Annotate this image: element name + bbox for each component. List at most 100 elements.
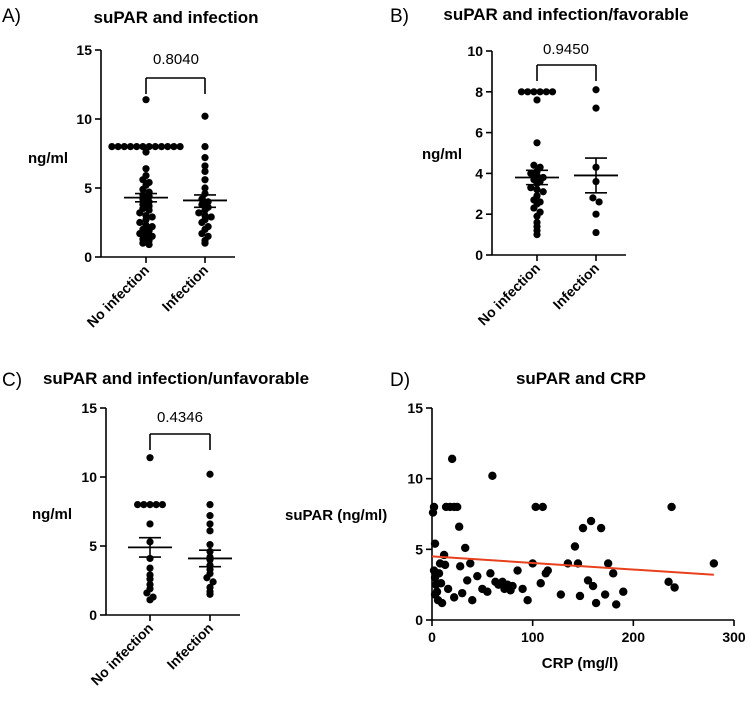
panel-a-data-point [142, 216, 150, 224]
panel-d-data-point [429, 502, 439, 512]
panel-c-pvalue: 0.4346 [157, 409, 203, 426]
panel-a-data-point [170, 143, 178, 151]
panel-d-x-tick-label: 300 [722, 629, 746, 645]
panel-a-data-point [201, 162, 209, 170]
panel-c-category-label: Infection [164, 620, 217, 673]
panel-b-y-tick-label: 6 [475, 125, 483, 141]
panel-a-data-point [133, 143, 141, 151]
panel-d-data-point [556, 590, 566, 599]
panel-a-data-point [201, 239, 209, 247]
panel-c-data-point [146, 501, 154, 509]
panel-c-data-point [206, 470, 214, 478]
panel-d-data-point [586, 516, 596, 526]
panel-d-data-point [430, 539, 440, 548]
panel-b-y-tick-label: 0 [475, 247, 483, 263]
panel-b-category-label: No infection [475, 260, 544, 329]
panel-b-y-tick-label: 4 [475, 165, 483, 181]
panel-c-data-point [146, 520, 154, 528]
panel-d-data-point [531, 502, 540, 512]
panel-d-data-point [430, 590, 440, 599]
panel-d-data-point [483, 587, 492, 596]
panel-a-data-point [139, 176, 147, 184]
panel-d-data-point [436, 579, 446, 588]
panel-d-data-point [440, 560, 450, 570]
panel-d-data-point [468, 596, 477, 605]
panel-a-data-point [139, 239, 147, 247]
panel-b-category-label: Infection [550, 260, 603, 313]
panel-a-letter: A) [2, 6, 21, 27]
panel-a-data-point [176, 143, 184, 151]
panel-a-data-point [145, 240, 153, 249]
panel-d-data-point [609, 569, 618, 578]
panel-a-data-point [198, 218, 206, 227]
panel-c-data-point [209, 578, 217, 586]
panel-d-data-point [437, 598, 447, 608]
panel-a-data-point [164, 143, 172, 151]
panel-c-data-point [206, 527, 214, 535]
panel-b-data-point [533, 212, 541, 220]
panel-d-data-point [612, 600, 621, 609]
panel-c-data-point [146, 454, 154, 462]
panel-c-y-tick-label: 10 [81, 469, 97, 485]
panel-d-data-point [588, 581, 598, 591]
panel-a-data-point [136, 209, 144, 217]
panel-b-data-point [592, 104, 600, 112]
panel-d-data-point [709, 559, 719, 568]
panel-d-data-point [434, 569, 444, 578]
panel-a-data-point [139, 185, 147, 193]
panel-c-data-point [206, 520, 214, 528]
panel-b-data-point [592, 210, 600, 218]
panel-a-data-point [142, 148, 150, 156]
panel-d-data-point [461, 543, 470, 553]
panel-b-data-point [595, 198, 603, 206]
panel-d-data-point [670, 583, 679, 592]
panel-b-title: suPAR and infection/favorable [443, 5, 688, 24]
panel-b-data-point [536, 88, 544, 96]
panel-b-data-point [527, 184, 535, 192]
panel-b-y-tick-label: 2 [475, 206, 483, 222]
panel-d-ylabel: suPAR (ng/ml) [285, 507, 387, 524]
panel-b-y-tick-label: 10 [467, 43, 483, 59]
panel-a-data-point [120, 143, 128, 151]
panel-d-y-tick-label: 5 [415, 541, 423, 557]
panel-a-y-tick-label: 10 [76, 111, 92, 127]
panel-d-x-tick-label: 0 [428, 629, 436, 645]
panel-a-ylabel: ng/ml [28, 150, 68, 167]
panel-a-data-point [126, 143, 135, 151]
panel-b-pvalue: 0.9450 [543, 41, 589, 58]
panel-c-data-point [152, 501, 160, 509]
panel-a-y-tick-label: 0 [84, 249, 92, 265]
panel-a: A) suPAR and infection ng/ml 0.8040 0 5 10… [2, 6, 258, 330]
panel-c-ylabel: ng/ml [32, 506, 72, 523]
panel-d-data-point [466, 559, 475, 568]
panel-c-data-point [140, 501, 148, 509]
panel-d-data-point [603, 559, 613, 568]
panel-c-data-point [206, 541, 214, 549]
panel-d-x-tick-label: 200 [622, 629, 646, 645]
panel-d-data-point [473, 571, 482, 581]
panel-d-data-point [508, 581, 517, 591]
panel-d-xlabel: CRP (mg/l) [542, 655, 618, 672]
panel-b-data-point [542, 88, 550, 96]
panel-c-data-point [146, 596, 154, 604]
panel-b-data-point [527, 169, 535, 177]
panel-d-title: suPAR and CRP [516, 369, 646, 388]
panel-a-data-point [198, 200, 206, 209]
panel-d-data-point [619, 587, 628, 596]
panel-d-y-tick-label: 0 [415, 612, 423, 628]
panel-b-data-point [533, 96, 541, 104]
panel-a-title: suPAR and infection [94, 8, 259, 27]
panel-d-data-point [538, 502, 547, 512]
panel-d-data-point [664, 577, 673, 587]
panel-d-regression-line [431, 555, 714, 576]
panel-a-data-point [207, 213, 215, 221]
panel-b-data-point [530, 204, 538, 212]
panel-b-data-point [524, 88, 532, 96]
panel-a-category-label: Infection [159, 262, 212, 315]
panel-c-y-tick-label: 15 [81, 400, 97, 416]
panel-d-data-point [578, 523, 588, 533]
panel-a-pvalue: 0.8040 [153, 51, 199, 68]
panel-d-letter: D) [390, 370, 410, 391]
panel-a-data-point [201, 143, 209, 151]
panel-c-data-point [206, 501, 214, 509]
